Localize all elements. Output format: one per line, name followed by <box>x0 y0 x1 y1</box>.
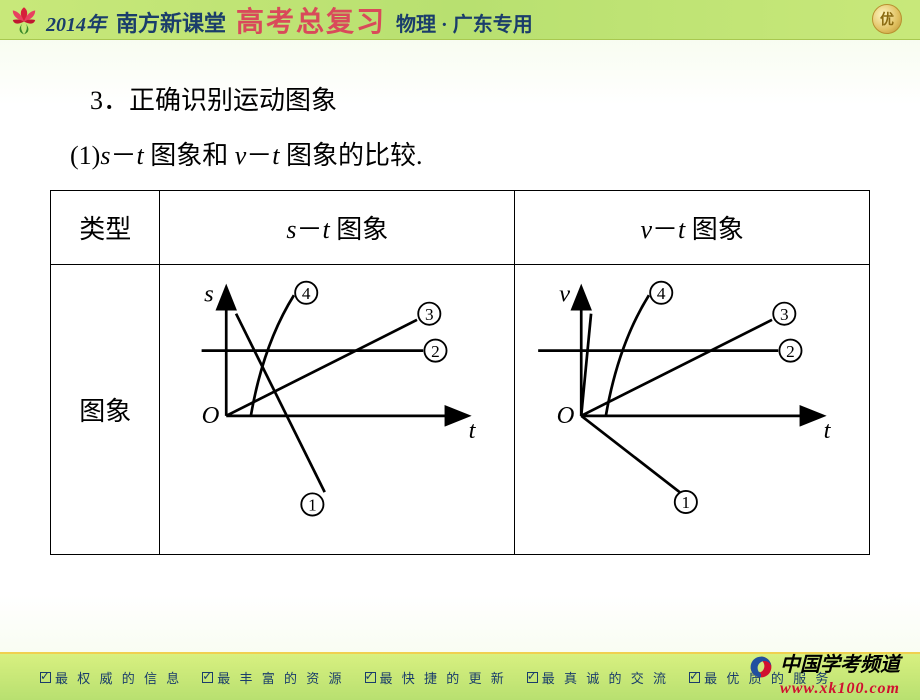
content-area: 3．正确识别运动图象 (1)s－t 图象和 v－t 图象的比较. 类型 s－t … <box>0 40 920 555</box>
var-s: s <box>100 141 110 170</box>
svg-text:t: t <box>469 417 477 444</box>
txt-mid: 图象和 <box>144 141 235 170</box>
svg-text:2: 2 <box>786 342 795 361</box>
comparison-table: 类型 s－t 图象 v－t 图象 图象 stO1234 vtO1234 <box>50 190 870 555</box>
header-year: 2014年 <box>46 8 106 37</box>
footer-tag: 最 真 诚 的 交 流 <box>527 668 669 687</box>
td-rowlabel: 图象 <box>51 265 160 555</box>
svg-text:O: O <box>557 402 575 429</box>
txt-end: 图象的比较. <box>280 141 423 170</box>
table-graph-row: 图象 s t O 1 2 3 4 v t O 1 2 3 4 <box>51 265 870 555</box>
th-t1: t <box>323 215 330 244</box>
table-header-row: 类型 s－t 图象 v－t 图象 <box>51 191 870 265</box>
footer-tag: 最 丰 富 的 资 源 <box>202 668 344 687</box>
footer-bar: 最 权 威 的 信 息 最 丰 富 的 资 源 最 快 捷 的 更 新 最 真 … <box>0 652 920 700</box>
svg-text:1: 1 <box>308 496 317 515</box>
svg-text:v: v <box>559 280 570 307</box>
svg-text:1: 1 <box>682 493 691 512</box>
svg-text:3: 3 <box>425 305 434 324</box>
th-txt1: 图象 <box>330 215 389 244</box>
var-v: v <box>235 141 247 170</box>
th-vt: v－t 图象 <box>515 191 870 265</box>
header-subject: 物理 · 广东专用 <box>396 8 533 37</box>
th-dash1: － <box>297 215 323 244</box>
th-dash2: － <box>652 215 678 244</box>
header-bar: 2014年 南方新课堂 高考总复习 物理 · 广东专用 优 <box>0 0 920 40</box>
subsection-text: (1)s－t 图象和 v－t 图象的比较. <box>70 135 870 172</box>
svg-text:2: 2 <box>432 342 441 361</box>
logo-text-cn: 中国学考频道 <box>780 654 900 676</box>
section-title: 3．正确识别运动图象 <box>90 80 870 117</box>
dash1: － <box>110 141 136 170</box>
td-graph-right: v t O 1 2 3 4 <box>515 265 870 555</box>
svg-text:s: s <box>204 280 214 307</box>
footer-tag: 最 快 捷 的 更 新 <box>365 668 507 687</box>
medal-icon: 优 <box>872 4 902 34</box>
th-v: v <box>640 215 652 244</box>
sub-prefix: (1) <box>70 141 100 170</box>
th-s: s <box>286 215 296 244</box>
footer-tag: 最 权 威 的 信 息 <box>40 668 182 687</box>
header-brand: 南方新课堂 <box>116 6 226 38</box>
var-t2: t <box>272 141 279 170</box>
svg-text:4: 4 <box>657 284 666 303</box>
td-graph-left: s t O 1 2 3 4 <box>160 265 515 555</box>
vt-graph: v t O 1 2 3 4 <box>532 276 852 536</box>
svg-text:t: t <box>824 417 832 444</box>
header-text: 2014年 南方新课堂 高考总复习 物理 · 广东专用 <box>46 0 533 40</box>
logo-area: 中国学考频道 www.xk100.com <box>748 648 900 698</box>
th-st: s－t 图象 <box>160 191 515 265</box>
th-type: 类型 <box>51 191 160 265</box>
dash2: － <box>246 141 272 170</box>
th-txt2: 图象 <box>685 215 744 244</box>
flower-icon <box>8 4 40 36</box>
header-brand2: 高考总复习 <box>236 0 386 40</box>
st-graph: s t O 1 2 3 4 <box>177 276 497 536</box>
logo-url: www.xk100.com <box>748 680 900 698</box>
svg-text:4: 4 <box>302 284 311 303</box>
logo-swirl-icon <box>748 654 774 680</box>
svg-text:3: 3 <box>780 305 789 324</box>
var-t1: t <box>136 141 143 170</box>
svg-text:O: O <box>202 402 220 429</box>
